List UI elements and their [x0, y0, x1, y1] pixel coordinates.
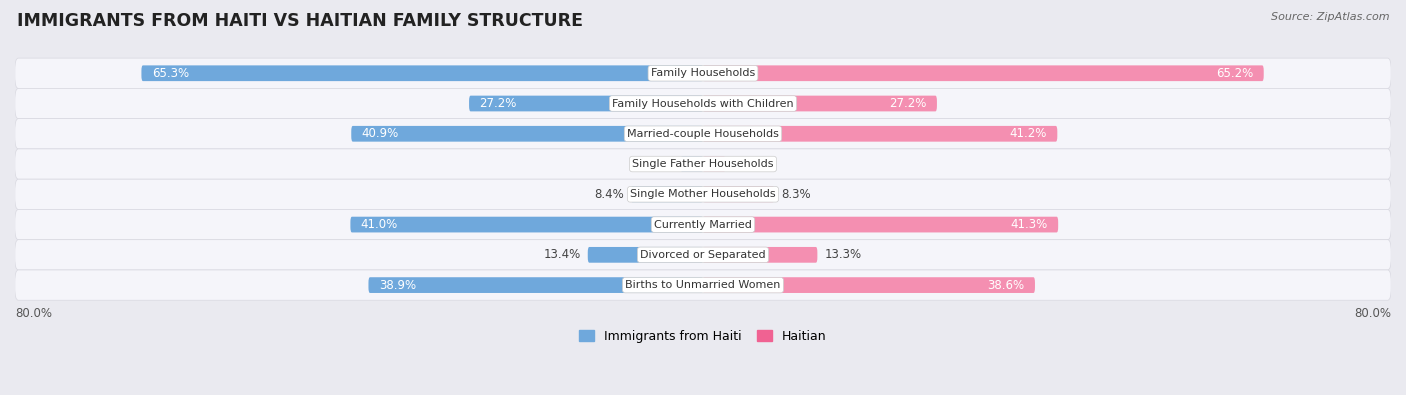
FancyBboxPatch shape — [703, 217, 1059, 232]
Text: 27.2%: 27.2% — [479, 97, 517, 110]
Text: 2.6%: 2.6% — [644, 158, 673, 171]
Text: Family Households with Children: Family Households with Children — [612, 98, 794, 109]
Text: 40.9%: 40.9% — [361, 127, 399, 140]
Text: Currently Married: Currently Married — [654, 220, 752, 229]
FancyBboxPatch shape — [703, 277, 1035, 293]
FancyBboxPatch shape — [703, 66, 1264, 81]
Text: Family Households: Family Households — [651, 68, 755, 78]
FancyBboxPatch shape — [15, 58, 1391, 88]
Text: 65.2%: 65.2% — [1216, 67, 1253, 80]
Text: Source: ZipAtlas.com: Source: ZipAtlas.com — [1271, 12, 1389, 22]
FancyBboxPatch shape — [15, 88, 1391, 118]
Legend: Immigrants from Haiti, Haitian: Immigrants from Haiti, Haitian — [575, 325, 831, 348]
FancyBboxPatch shape — [352, 126, 703, 142]
FancyBboxPatch shape — [588, 247, 703, 263]
FancyBboxPatch shape — [15, 270, 1391, 300]
FancyBboxPatch shape — [142, 66, 703, 81]
Text: Married-couple Households: Married-couple Households — [627, 129, 779, 139]
FancyBboxPatch shape — [470, 96, 703, 111]
Text: Births to Unmarried Women: Births to Unmarried Women — [626, 280, 780, 290]
Text: 38.6%: 38.6% — [987, 278, 1025, 292]
Text: 13.4%: 13.4% — [544, 248, 581, 261]
FancyBboxPatch shape — [631, 186, 703, 202]
Text: 8.4%: 8.4% — [595, 188, 624, 201]
Text: 2.6%: 2.6% — [733, 158, 762, 171]
Text: Single Mother Households: Single Mother Households — [630, 189, 776, 199]
FancyBboxPatch shape — [350, 217, 703, 232]
FancyBboxPatch shape — [15, 179, 1391, 209]
Text: 41.3%: 41.3% — [1011, 218, 1047, 231]
FancyBboxPatch shape — [15, 240, 1391, 270]
Text: 80.0%: 80.0% — [1354, 307, 1391, 320]
Text: Divorced or Separated: Divorced or Separated — [640, 250, 766, 260]
Text: 41.0%: 41.0% — [361, 218, 398, 231]
Text: 13.3%: 13.3% — [824, 248, 862, 261]
Text: IMMIGRANTS FROM HAITI VS HAITIAN FAMILY STRUCTURE: IMMIGRANTS FROM HAITI VS HAITIAN FAMILY … — [17, 12, 583, 30]
Text: Single Father Households: Single Father Households — [633, 159, 773, 169]
FancyBboxPatch shape — [703, 186, 775, 202]
FancyBboxPatch shape — [703, 126, 1057, 142]
FancyBboxPatch shape — [703, 96, 936, 111]
FancyBboxPatch shape — [15, 118, 1391, 149]
Text: 38.9%: 38.9% — [378, 278, 416, 292]
Text: 80.0%: 80.0% — [15, 307, 52, 320]
Text: 8.3%: 8.3% — [782, 188, 811, 201]
FancyBboxPatch shape — [681, 156, 703, 172]
FancyBboxPatch shape — [15, 149, 1391, 179]
Text: 65.3%: 65.3% — [152, 67, 188, 80]
Text: 41.2%: 41.2% — [1010, 127, 1047, 140]
FancyBboxPatch shape — [368, 277, 703, 293]
Text: 27.2%: 27.2% — [889, 97, 927, 110]
FancyBboxPatch shape — [703, 247, 817, 263]
FancyBboxPatch shape — [703, 156, 725, 172]
FancyBboxPatch shape — [15, 209, 1391, 240]
